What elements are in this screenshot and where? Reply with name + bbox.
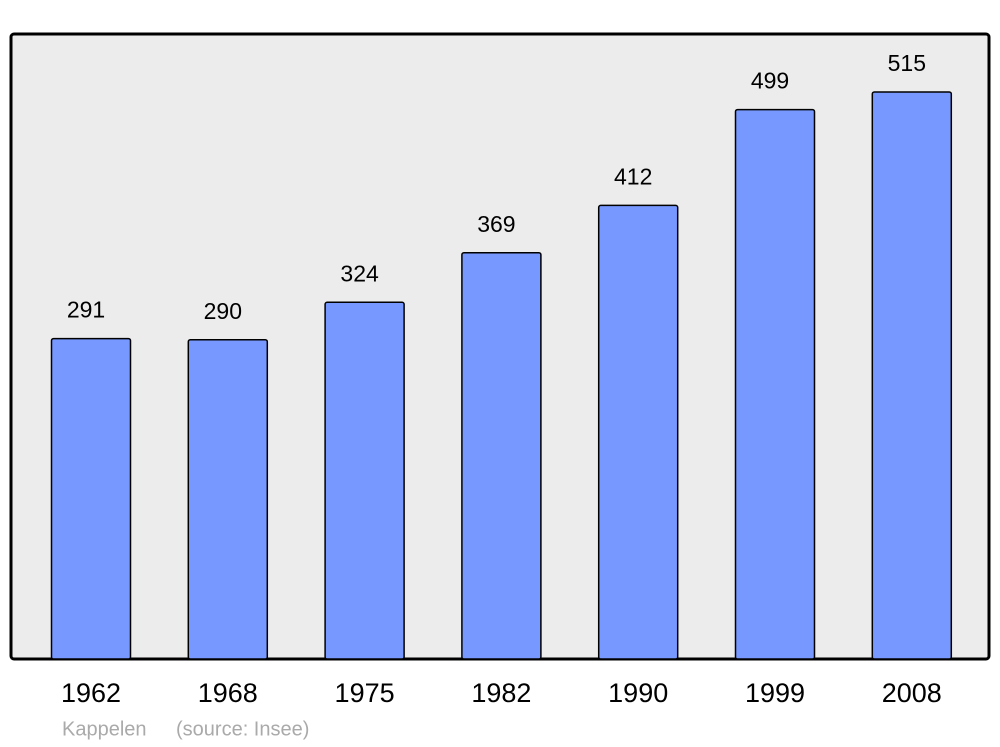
x-tick-label: 1990 (608, 678, 668, 708)
value-label: 290 (204, 298, 242, 324)
caption: Kappelen (62, 718, 147, 740)
value-label: 515 (888, 50, 926, 76)
x-tick-label: 2008 (882, 678, 942, 708)
bar (50, 337, 132, 660)
bar (324, 301, 405, 660)
value-label: 324 (340, 260, 379, 286)
source: (source: Insee) (176, 718, 309, 740)
x-tick-label: 1982 (471, 678, 531, 708)
bar (597, 204, 679, 660)
value-label: 412 (614, 163, 652, 189)
x-tick-label: 1968 (198, 678, 258, 708)
value-label: 291 (67, 297, 105, 323)
value-label: 369 (477, 211, 515, 237)
x-tick-label: 1962 (61, 678, 121, 708)
bar (461, 251, 542, 660)
bar (187, 338, 269, 660)
value-label: 499 (751, 68, 789, 94)
bar (871, 91, 953, 660)
bar (734, 108, 816, 660)
x-tick-label: 1999 (745, 678, 805, 708)
x-tick-label: 1975 (335, 678, 395, 708)
